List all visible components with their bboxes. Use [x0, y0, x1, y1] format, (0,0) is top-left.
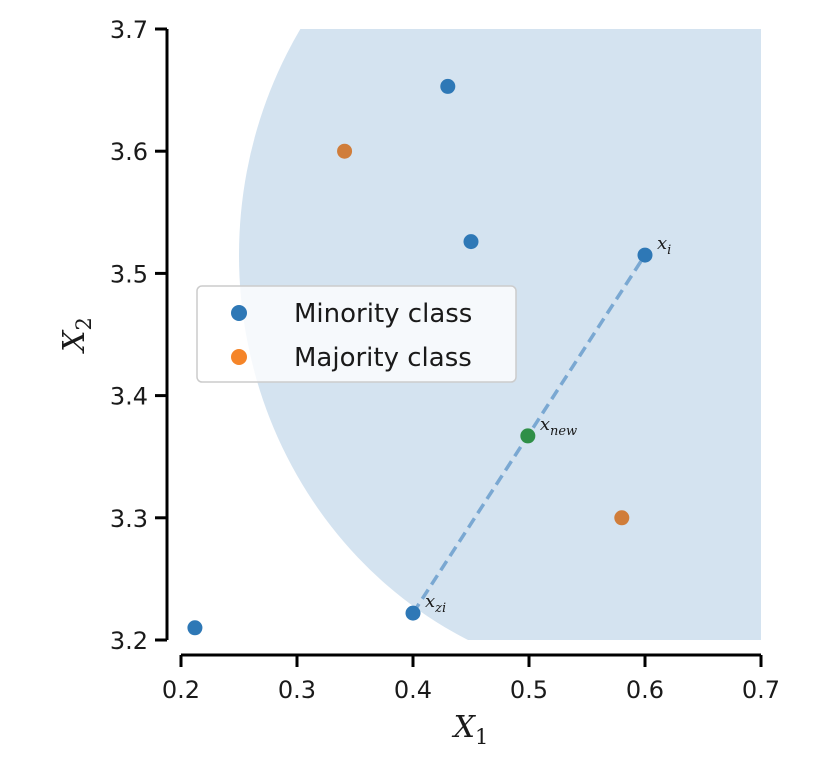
y-tick-label: 3.2	[110, 627, 148, 655]
point-series-0-3	[463, 234, 479, 250]
x-axis-title: X1	[452, 710, 489, 749]
annotation-0: xi	[657, 233, 671, 258]
legend-label-1: Majority class	[294, 343, 472, 373]
legend-marker-1	[231, 349, 247, 365]
legend-label-0: Minority class	[294, 299, 472, 329]
point-series-0-2	[440, 78, 456, 94]
point-series-2-0	[520, 428, 536, 444]
x-tick-label: 0.2	[162, 676, 200, 704]
annotation-1: xnew	[540, 414, 577, 439]
y-tick-label: 3.6	[110, 138, 148, 166]
y-tick-label: 3.3	[110, 505, 148, 533]
x-tick-label: 0.3	[278, 676, 316, 704]
y-tick-label: 3.5	[110, 260, 148, 288]
point-series-0-0	[187, 620, 203, 636]
y-axis-title: X2	[57, 317, 96, 354]
point-series-0-4	[637, 247, 653, 263]
x-tick-label: 0.7	[742, 676, 780, 704]
x-tick-label: 0.4	[394, 676, 432, 704]
x-tick-label: 0.5	[510, 676, 548, 704]
legend-marker-0	[231, 305, 247, 321]
point-annotations: xi xnew xzi	[425, 233, 671, 616]
y-tick-label: 3.7	[110, 16, 148, 44]
point-series-1-0	[337, 143, 353, 159]
y-tick-label: 3.4	[110, 383, 148, 411]
axes: 0.2 0.3 0.4 0.5 0.6 0.7 3.2 3.3 3.4 3.5 3.6 3.7 X1 X2	[57, 16, 780, 749]
data-points	[187, 78, 653, 636]
point-series-1-1	[614, 510, 630, 526]
legend: Minority class Majority class	[196, 285, 517, 383]
x-tick-label: 0.6	[626, 676, 664, 704]
point-series-0-1	[405, 605, 421, 621]
legend-box	[196, 285, 517, 383]
annotation-2: xzi	[425, 591, 446, 616]
